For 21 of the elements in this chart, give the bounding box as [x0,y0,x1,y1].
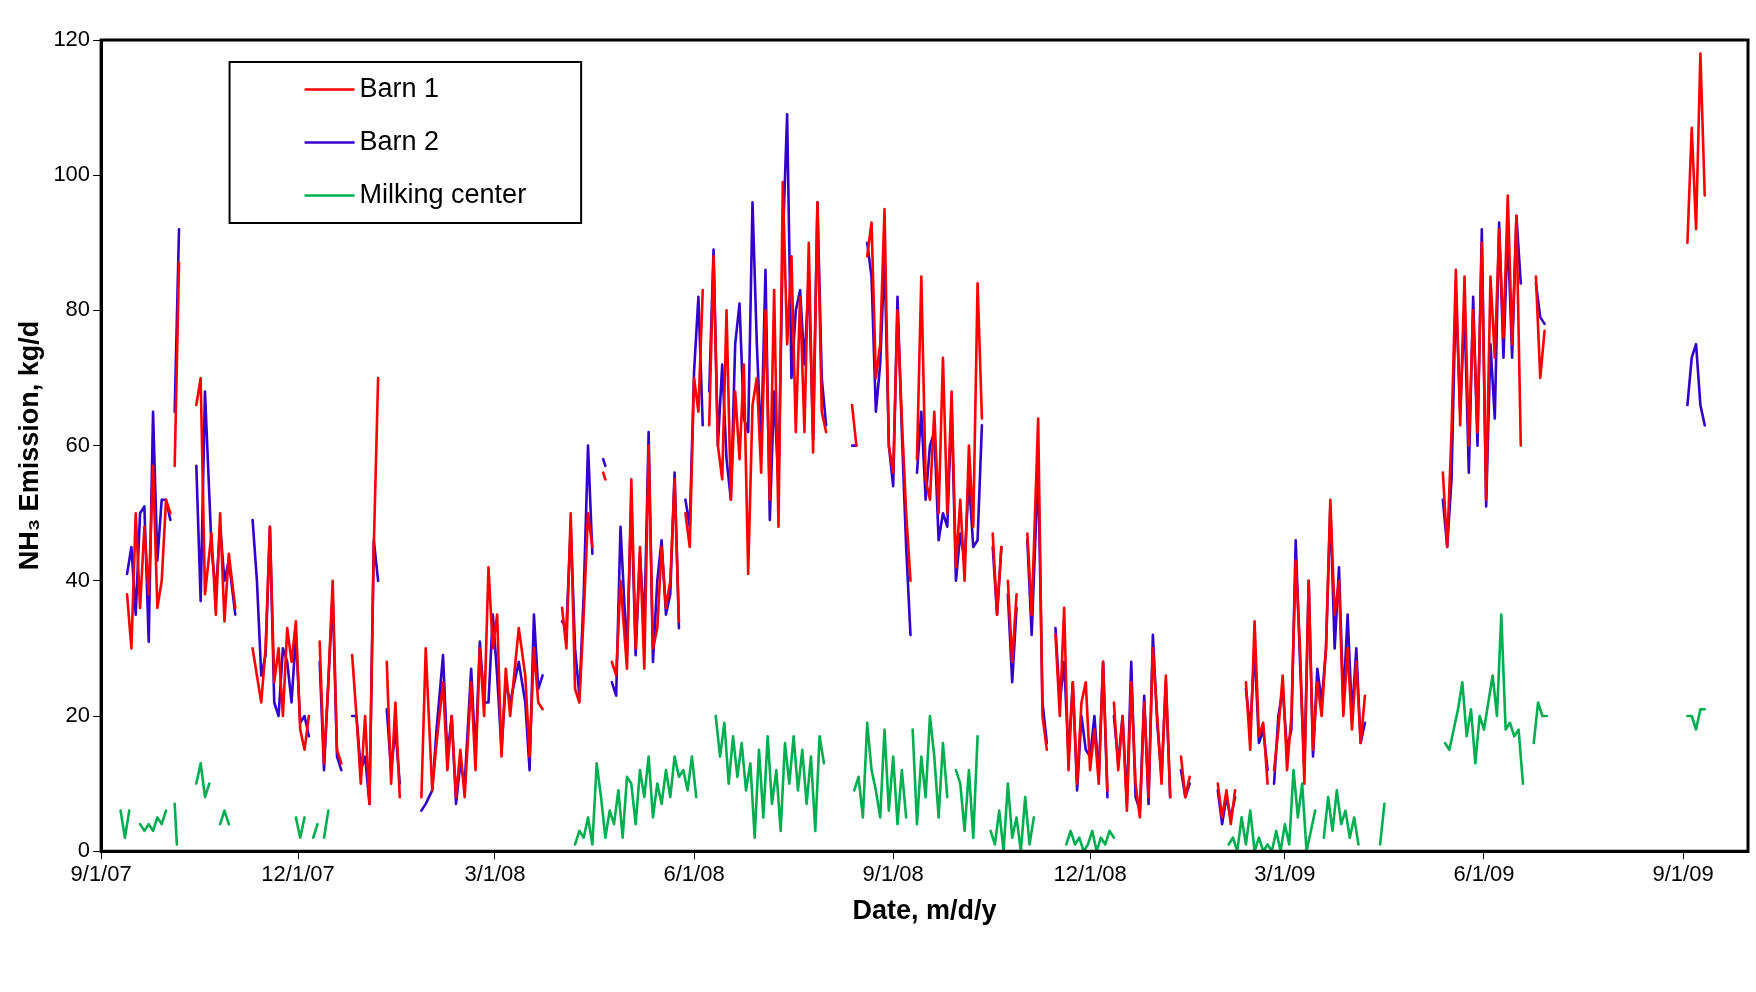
y-tick-label: 40 [65,566,91,592]
y-tick-label: 60 [65,431,91,457]
y-tick-label: 100 [53,161,91,187]
x-tick-label: 9/1/09 [1652,861,1714,887]
x-tick-label: 12/1/08 [1053,861,1127,887]
x-tick-label: 3/1/09 [1254,861,1316,887]
legend-label: Barn 1 [359,72,440,103]
x-tick-label: 9/1/07 [70,861,132,887]
y-tick-label: 20 [65,702,91,728]
x-tick-label: 6/1/08 [663,861,725,887]
y-axis-title: NH₃ Emission, kg/d [13,320,44,571]
y-tick-label: 0 [77,837,91,863]
legend-label: Milking center [359,178,527,209]
x-tick-label: 6/1/09 [1453,861,1515,887]
x-axis-title: Date, m/d/y [852,895,997,926]
y-tick-label: 80 [65,296,91,322]
x-tick-label: 12/1/07 [261,861,335,887]
x-tick-label: 9/1/08 [862,861,924,887]
x-tick-label: 3/1/08 [464,861,526,887]
legend-label: Barn 2 [359,125,440,156]
y-tick-label: 120 [53,26,91,52]
